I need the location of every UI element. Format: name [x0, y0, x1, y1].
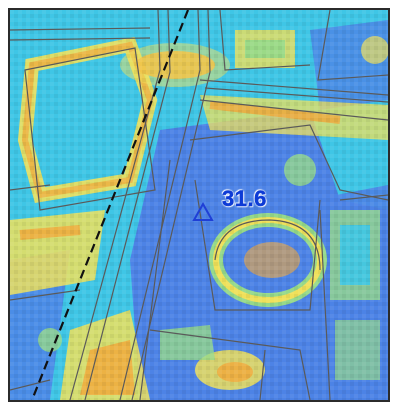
marker-value-label: 31.6	[222, 186, 267, 212]
heatmap-frame: 31.6	[8, 8, 390, 402]
rail-line	[30, 10, 190, 400]
road-lines	[10, 10, 388, 400]
parcel-outlines	[10, 10, 388, 400]
marker-triangle-icon[interactable]	[192, 201, 214, 221]
heatmap-canvas[interactable]	[10, 10, 388, 400]
